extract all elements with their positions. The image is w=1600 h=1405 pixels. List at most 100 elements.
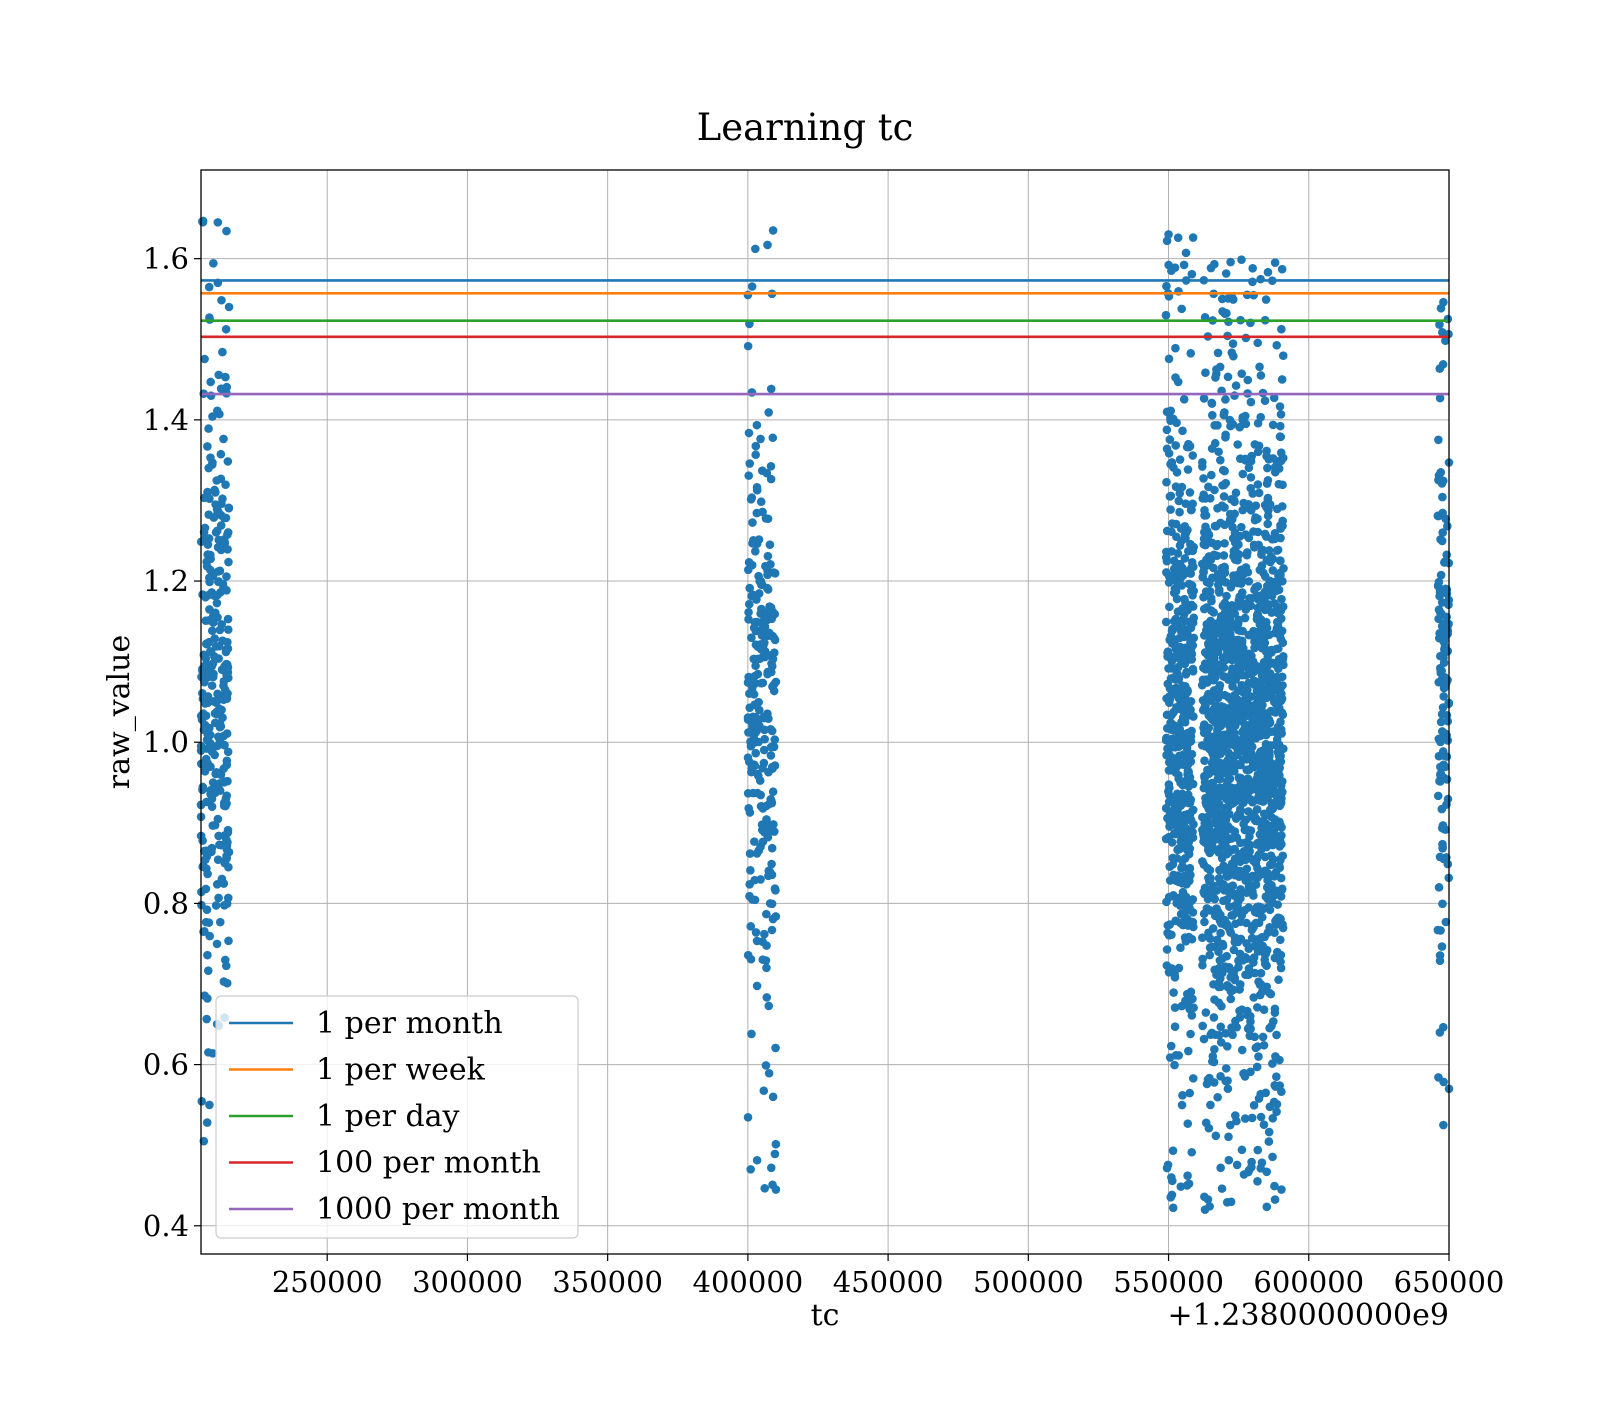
scatter-point — [1253, 863, 1262, 873]
scatter-point — [1443, 626, 1453, 636]
scatter-point — [1272, 1099, 1282, 1109]
scatter-point — [1181, 760, 1190, 770]
scatter-point — [215, 694, 224, 704]
scatter-point — [1202, 796, 1212, 806]
scatter-point — [1182, 688, 1191, 698]
scatter-point — [1176, 626, 1186, 636]
scatter-point — [202, 864, 211, 873]
scatter-point — [210, 485, 219, 495]
scatter-point — [1265, 775, 1274, 785]
scatter-point — [1276, 556, 1285, 566]
scatter-point — [201, 711, 211, 721]
scatter-point — [1238, 626, 1247, 636]
scatter-point — [1175, 455, 1185, 464]
scatter-point — [1249, 993, 1259, 1002]
scatter-point — [219, 801, 229, 811]
scatter-point — [1438, 842, 1448, 852]
scatter-point — [1209, 563, 1218, 573]
x-tick-label: 450000 — [833, 1265, 944, 1299]
scatter-point — [1433, 581, 1443, 591]
x-tick-label: 350000 — [552, 1265, 663, 1299]
scatter-point — [1275, 456, 1285, 465]
scatter-point — [763, 709, 772, 718]
scatter-point — [1443, 794, 1453, 804]
scatter-point — [1180, 717, 1190, 727]
scatter-point — [1259, 687, 1269, 697]
scatter-point — [202, 1118, 212, 1127]
scatter-point — [1221, 1064, 1231, 1073]
scatter-point — [1201, 1008, 1211, 1017]
scatter-point — [766, 384, 776, 394]
scatter-point — [744, 608, 753, 617]
scatter-point — [1273, 900, 1282, 909]
scatter-point — [1176, 1182, 1186, 1191]
scatter-point — [748, 895, 757, 904]
scatter-point — [752, 595, 761, 604]
scatter-point — [1200, 756, 1209, 766]
scatter-point — [1177, 482, 1187, 492]
scatter-point — [1251, 582, 1260, 592]
scatter-point — [1242, 888, 1251, 897]
scatter-point — [1215, 956, 1225, 965]
scatter-point — [1252, 1062, 1262, 1072]
scatter-point — [1170, 1060, 1179, 1070]
scatter-point — [764, 866, 774, 876]
scatter-point — [1223, 1084, 1233, 1094]
scatter-point — [1186, 505, 1196, 515]
y-tick-label: 1.6 — [143, 242, 189, 276]
scatter-point — [1186, 710, 1196, 720]
scatter-point — [1214, 588, 1224, 597]
scatter-point — [1170, 973, 1180, 982]
scatter-point — [1229, 985, 1238, 995]
scatter-point — [1170, 1003, 1180, 1012]
scatter-point — [744, 558, 754, 567]
scatter-point — [770, 884, 780, 893]
scatter-point — [1219, 551, 1229, 560]
scatter-point — [767, 843, 777, 853]
scatter-point — [1180, 554, 1190, 563]
scatter-point — [1213, 1092, 1222, 1102]
scatter-point — [1215, 660, 1224, 669]
scatter-point — [1165, 602, 1174, 612]
scatter-point — [1212, 970, 1221, 980]
scatter-point — [1277, 264, 1287, 274]
scatter-point — [1178, 795, 1187, 804]
scatter-point — [1264, 886, 1274, 896]
scatter-point — [1433, 511, 1443, 521]
y-tick-label: 1.4 — [143, 403, 189, 437]
scatter-point — [1203, 650, 1213, 660]
scatter-point — [760, 1184, 770, 1193]
scatter-point — [1265, 751, 1274, 761]
scatter-point — [1433, 791, 1443, 801]
scatter-point — [1256, 747, 1266, 756]
scatter-point — [1270, 659, 1280, 669]
scatter-point — [222, 226, 231, 236]
scatter-point — [1162, 945, 1172, 954]
scatter-point — [208, 821, 218, 830]
scatter-point — [1214, 963, 1224, 973]
scatter-point — [1225, 1120, 1235, 1130]
scatter-point — [1221, 815, 1231, 824]
scatter-point — [751, 748, 761, 758]
scatter-point — [766, 603, 776, 612]
scatter-point — [1249, 891, 1258, 900]
scatter-point — [217, 840, 226, 850]
scatter-point — [1162, 281, 1171, 291]
scatter-point — [1181, 833, 1191, 843]
scatter-point — [1174, 774, 1183, 783]
scatter-point — [745, 583, 754, 593]
scatter-point — [1183, 701, 1193, 711]
scatter-point — [223, 828, 233, 837]
scatter-point — [1220, 620, 1230, 630]
scatter-point — [1246, 473, 1256, 482]
scatter-point — [1210, 790, 1220, 799]
scatter-point — [1220, 598, 1230, 608]
scatter-point — [1202, 558, 1211, 568]
scatter-point — [1166, 718, 1176, 728]
scatter-point — [1162, 425, 1172, 435]
scatter-point — [1268, 454, 1278, 463]
scatter-point — [743, 1113, 753, 1122]
scatter-point — [1167, 656, 1177, 666]
scatter-point — [758, 837, 768, 847]
